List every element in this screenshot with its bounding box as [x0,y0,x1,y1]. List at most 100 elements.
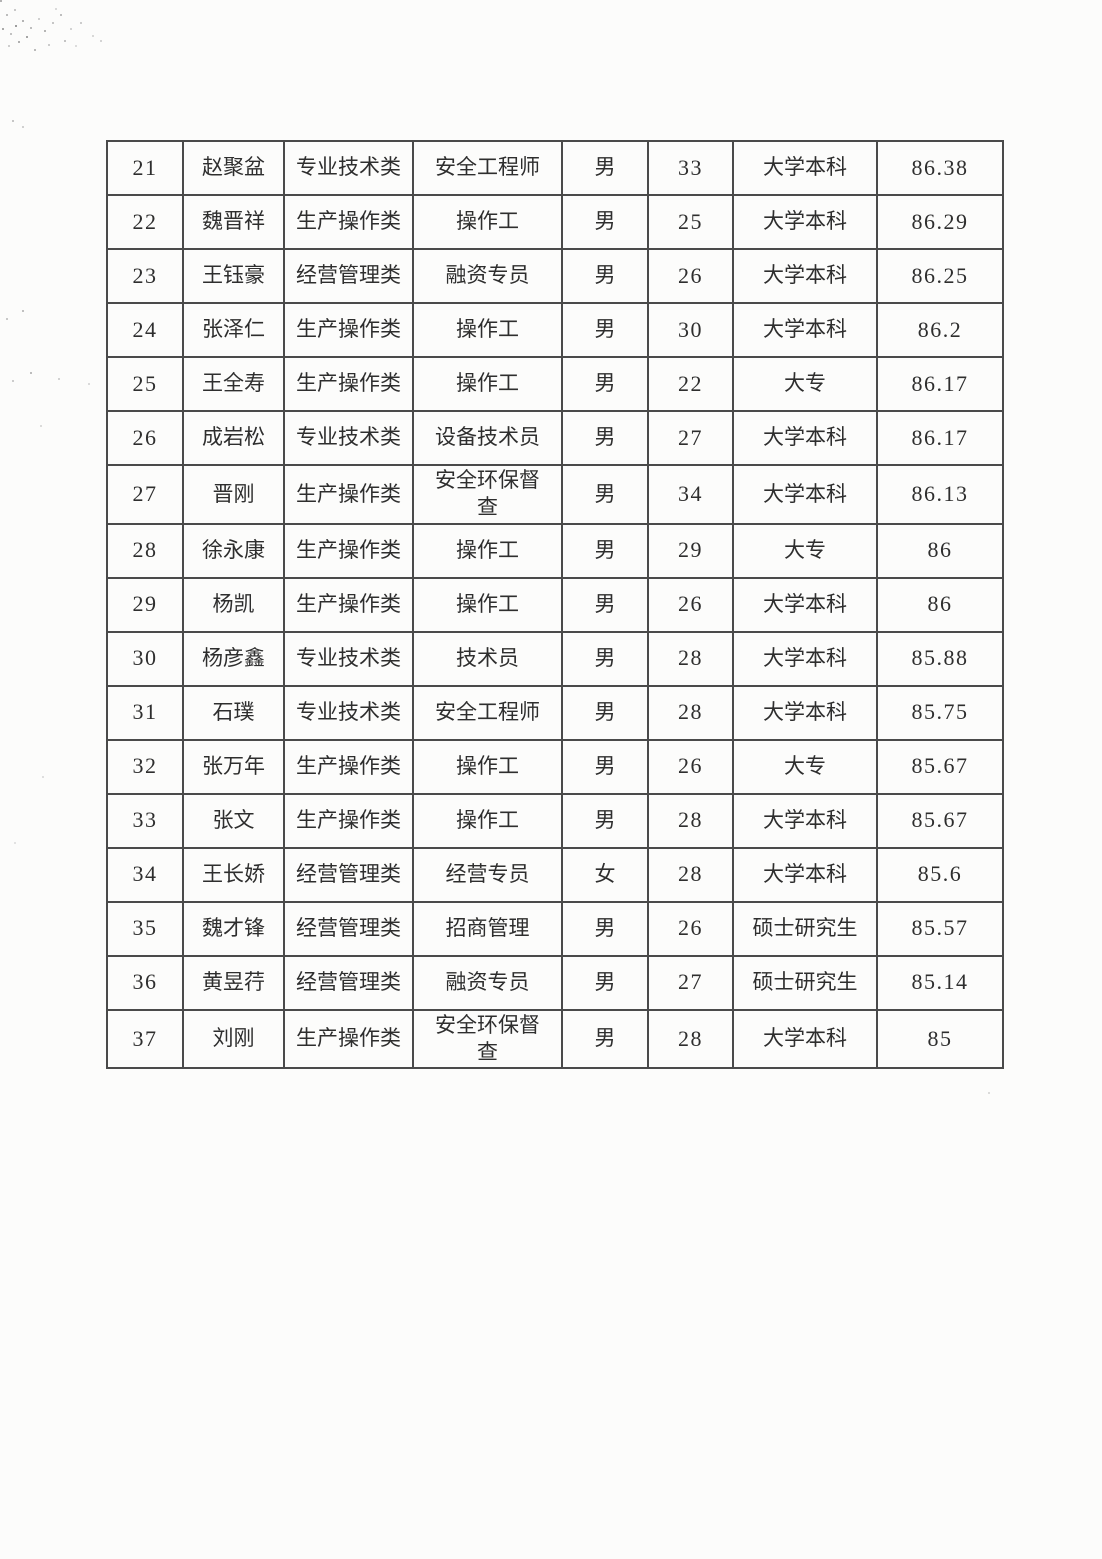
cell-position: 招商管理 [412,900,563,957]
table-row: 23 王钰豪 经营管理类 融资专员 男 26 大学本科 86.25 [106,248,1004,304]
cell-gender: 男 [561,410,649,466]
table-row: 26 成岩松 专业技术类 设备技术员 男 27 大学本科 86.17 [106,410,1004,466]
cell-gender: 男 [561,302,649,358]
cell-rank: 25 [106,356,184,412]
cell-name: 黄昱荇 [182,954,285,1011]
cell-age: 34 [647,464,734,525]
table-row: 35 魏才锋 经营管理类 招商管理 男 26 硕士研究生 85.57 [106,900,1004,957]
cell-category: 专业技术类 [283,140,414,196]
cell-gender: 男 [561,630,649,687]
cell-position: 融资专员 [412,954,563,1011]
cell-education: 大学本科 [732,1008,878,1070]
cell-education: 大学本科 [732,464,878,525]
cell-rank: 37 [106,1008,184,1070]
cell-age: 28 [647,792,734,849]
cell-rank: 30 [106,630,184,687]
cell-category: 经营管理类 [283,846,414,903]
cell-age: 28 [647,846,734,903]
cell-score: 86.25 [876,248,1004,304]
cell-gender: 男 [561,248,649,304]
cell-score: 85.57 [876,900,1004,957]
table-row: 33 张文 生产操作类 操作工 男 28 大学本科 85.67 [106,792,1004,849]
cell-age: 26 [647,900,734,957]
cell-score: 86 [876,576,1004,633]
cell-name: 王钰豪 [182,248,285,304]
cell-gender: 男 [561,576,649,633]
cell-age: 26 [647,248,734,304]
candidate-results-table: 21 赵聚盆 专业技术类 安全工程师 男 33 大学本科 86.38 22 魏晋… [106,140,1004,1070]
cell-education: 大学本科 [732,684,878,741]
cell-rank: 28 [106,522,184,579]
scan-noise-speckles-lower [0,770,2,772]
table-row: 25 王全寿 生产操作类 操作工 男 22 大专 86.17 [106,356,1004,412]
cell-score: 85.67 [876,738,1004,795]
cell-age: 33 [647,140,734,196]
cell-education: 大学本科 [732,194,878,250]
cell-position: 操作工 [412,792,563,849]
cell-score: 85 [876,1008,1004,1070]
cell-position: 安全环保督查 [412,1008,563,1070]
table-row: 36 黄昱荇 经营管理类 融资专员 男 27 硕士研究生 85.14 [106,954,1004,1011]
table-row: 32 张万年 生产操作类 操作工 男 26 大专 85.67 [106,738,1004,795]
cell-score: 86.17 [876,356,1004,412]
results-table-body: 21 赵聚盆 专业技术类 安全工程师 男 33 大学本科 86.38 22 魏晋… [106,140,1004,1070]
cell-position: 设备技术员 [412,410,563,466]
cell-position: 操作工 [412,356,563,412]
cell-education: 大专 [732,356,878,412]
cell-rank: 27 [106,464,184,525]
cell-position: 安全工程师 [412,140,563,196]
table-row: 24 张泽仁 生产操作类 操作工 男 30 大学本科 86.2 [106,302,1004,358]
cell-category: 专业技术类 [283,630,414,687]
cell-position: 经营专员 [412,846,563,903]
cell-gender: 女 [561,846,649,903]
cell-education: 大专 [732,738,878,795]
cell-gender: 男 [561,194,649,250]
cell-score: 86.13 [876,464,1004,525]
cell-score: 86.2 [876,302,1004,358]
cell-rank: 31 [106,684,184,741]
cell-name: 晋刚 [182,464,285,525]
table-row: 22 魏晋祥 生产操作类 操作工 男 25 大学本科 86.29 [106,194,1004,250]
cell-rank: 34 [106,846,184,903]
cell-score: 85.14 [876,954,1004,1011]
cell-rank: 26 [106,410,184,466]
cell-category: 经营管理类 [283,248,414,304]
cell-rank: 36 [106,954,184,1011]
cell-education: 大学本科 [732,846,878,903]
cell-age: 28 [647,684,734,741]
cell-rank: 35 [106,900,184,957]
cell-score: 85.88 [876,630,1004,687]
cell-position: 操作工 [412,302,563,358]
cell-category: 生产操作类 [283,464,414,525]
cell-education: 大学本科 [732,792,878,849]
cell-rank: 33 [106,792,184,849]
cell-name: 石璞 [182,684,285,741]
cell-gender: 男 [561,738,649,795]
cell-age: 29 [647,522,734,579]
cell-education: 硕士研究生 [732,900,878,957]
cell-category: 生产操作类 [283,1008,414,1070]
table-row: 28 徐永康 生产操作类 操作工 男 29 大专 86 [106,522,1004,579]
table-row: 37 刘刚 生产操作类 安全环保督查 男 28 大学本科 85 [106,1008,1004,1070]
cell-gender: 男 [561,1008,649,1070]
cell-position: 安全工程师 [412,684,563,741]
cell-score: 85.6 [876,846,1004,903]
cell-category: 生产操作类 [283,576,414,633]
cell-score: 85.75 [876,684,1004,741]
cell-category: 经营管理类 [283,954,414,1011]
cell-rank: 21 [106,140,184,196]
cell-name: 王全寿 [182,356,285,412]
cell-age: 25 [647,194,734,250]
cell-name: 刘刚 [182,1008,285,1070]
cell-name: 王长娇 [182,846,285,903]
cell-age: 30 [647,302,734,358]
cell-gender: 男 [561,522,649,579]
table-row: 31 石璞 专业技术类 安全工程师 男 28 大学本科 85.75 [106,684,1004,741]
cell-name: 张泽仁 [182,302,285,358]
cell-gender: 男 [561,954,649,1011]
cell-category: 生产操作类 [283,356,414,412]
cell-gender: 男 [561,464,649,525]
cell-category: 专业技术类 [283,684,414,741]
cell-education: 大学本科 [732,410,878,466]
